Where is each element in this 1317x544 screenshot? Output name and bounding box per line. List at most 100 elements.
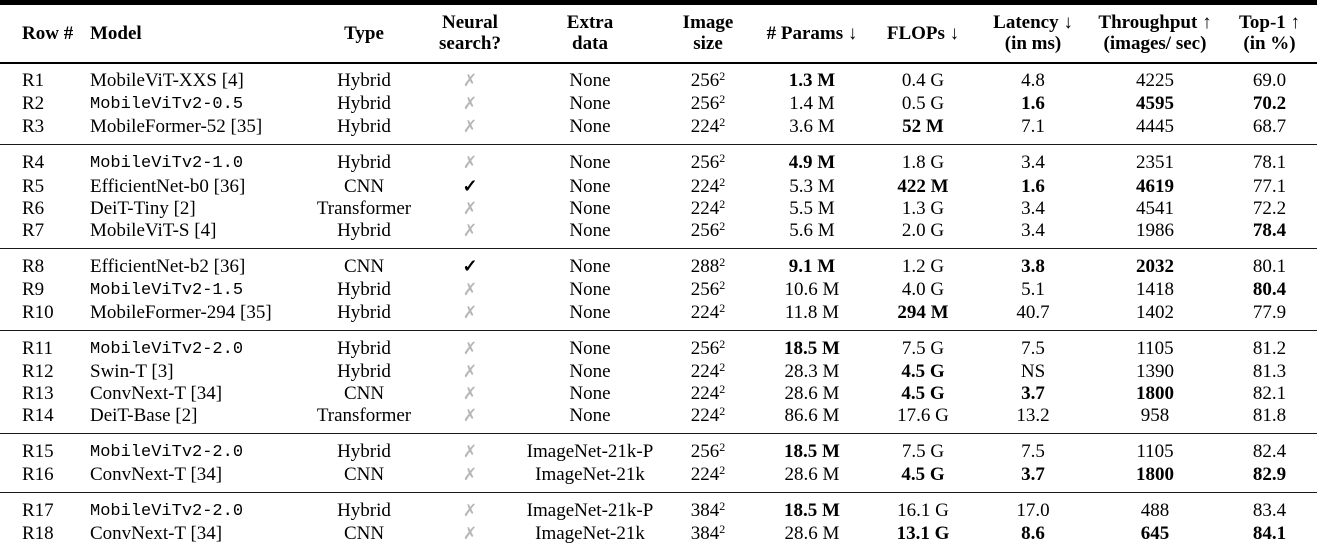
cell-extra-data: ImageNet-21k-P [526, 441, 654, 462]
cell-row-id: R3 [22, 116, 45, 137]
image-size-base: 224 [690, 302, 720, 323]
table-row: R15 MobileViTv2-2.0 Hybrid ✗ ImageNet-21k-P 2… [0, 434, 1317, 465]
cell-throughput: 2351 [1136, 152, 1174, 173]
cell-type: Hybrid [337, 279, 391, 300]
cell-image-size: 2562 [660, 63, 756, 92]
image-size-exponent: 2 [719, 151, 726, 165]
cell-extra-data: None [569, 302, 611, 323]
cell-row-id: R15 [22, 441, 54, 462]
cell-row-id: R10 [22, 302, 54, 323]
image-size-exponent: 2 [719, 219, 726, 233]
table-row: R16 ConvNext-T [34] CNN ✗ ImageNet-21k 2242 28… [0, 464, 1317, 493]
model-name: ConvNext-T [34] [90, 383, 223, 404]
col-header-throughput: Throughput ↑ (images/ sec) [1088, 2, 1222, 64]
table-row: R3 MobileFormer-52 [35] Hybrid ✗ None 2242 3.6… [0, 116, 1317, 145]
cell-model: MobileViTv2-1.5 [70, 278, 308, 302]
cell-model: Swin-T [3] [70, 361, 308, 383]
cell-extra-data: None [569, 116, 611, 137]
cell-neural-search: ✗ [420, 145, 520, 176]
cell-flops: 17.6 G [897, 405, 949, 426]
cell-extra-data: None [569, 255, 611, 277]
cell-flops: 294 M [897, 302, 949, 323]
cell-top1: 69.0 [1252, 70, 1287, 91]
cell-model: DeiT-Base [2] [70, 405, 308, 434]
cell-params: 10.6 M [784, 279, 840, 300]
cell-top1: 82.4 [1252, 441, 1287, 462]
col-header-line: size [693, 33, 723, 54]
cell-type: Hybrid [337, 70, 391, 91]
image-size-base: 224 [690, 175, 720, 197]
cell-model: MobileViT-XXS [4] [70, 63, 308, 92]
cell-extra-data: None [569, 405, 611, 426]
cell-latency: 7.5 [1021, 441, 1045, 462]
cell-neural-search: ✗ [420, 523, 520, 544]
cell-neural-search: ✗ [420, 383, 520, 405]
cell-type: Hybrid [337, 93, 391, 114]
col-header-line: Image [682, 12, 734, 33]
cell-flops: 4.0 G [901, 279, 945, 300]
cell-type: CNN [343, 383, 385, 404]
model-name: MobileViTv2-0.5 [90, 95, 244, 114]
image-size-exponent: 2 [719, 463, 726, 477]
table-row: R18 ConvNext-T [34] CNN ✗ ImageNet-21k 3842 28… [0, 523, 1317, 544]
image-size-base: 256 [690, 338, 720, 359]
cell-latency: 40.7 [1016, 302, 1050, 323]
cell-top1: 78.1 [1252, 152, 1287, 173]
model-name: MobileViTv2-1.5 [90, 281, 244, 300]
cell-latency: 1.6 [1021, 175, 1045, 197]
cell-neural-search: ✗ [420, 405, 520, 434]
cell-throughput: 4619 [1136, 175, 1174, 197]
cell-params: 18.5 M [784, 500, 840, 521]
cell-latency: 3.4 [1021, 198, 1045, 219]
cell-row-id: R2 [22, 93, 45, 114]
image-size-exponent: 2 [719, 404, 726, 418]
image-size-base: 224 [690, 383, 720, 404]
cell-top1: 80.1 [1252, 255, 1287, 277]
cell-type: Transformer [316, 198, 412, 219]
cell-neural-search: ✗ [420, 302, 520, 331]
model-name: MobileViTv2-2.0 [90, 502, 244, 521]
cell-throughput: 4541 [1136, 198, 1174, 219]
col-header-model: Model [70, 2, 308, 64]
table-row: R7 MobileViT-S [4] Hybrid ✗ None 2562 5.6 M 2.0… [0, 220, 1317, 249]
cell-top1: 78.4 [1252, 220, 1287, 241]
cell-params: 9.1 M [788, 255, 836, 277]
cell-latency: 3.7 [1021, 383, 1045, 404]
row-group-2: R4 MobileViTv2-1.0 Hybrid ✗ None 2562 4.9 M 1.8… [0, 144, 1317, 249]
cell-model: MobileViTv2-0.5 [70, 92, 308, 116]
cell-params: 28.6 M [784, 383, 840, 404]
table-row: R14 DeiT-Base [2] Transformer ✗ None 2242 86.6… [0, 405, 1317, 434]
cell-type: Hybrid [337, 441, 391, 462]
cell-throughput: 1105 [1136, 338, 1174, 359]
cell-top1: 77.1 [1252, 175, 1287, 197]
cell-neural-search: ✗ [420, 63, 520, 92]
cell-neural-search: ✗ [420, 278, 520, 302]
cell-model: ConvNext-T [34] [70, 523, 308, 544]
cell-type: Hybrid [337, 500, 391, 521]
cell-throughput: 1105 [1136, 441, 1174, 462]
cell-neural-search: ✓ [420, 175, 520, 198]
cell-params: 5.5 M [789, 198, 835, 219]
cross-icon: ✗ [462, 117, 478, 136]
model-name: MobileFormer-52 [35] [90, 116, 263, 137]
cell-neural-search: ✗ [420, 361, 520, 383]
model-name: MobileViTv2-2.0 [90, 340, 244, 359]
col-header-line: (in ms) [1004, 33, 1062, 54]
cell-type: CNN [343, 523, 385, 544]
cell-latency: 7.1 [1021, 116, 1045, 137]
image-size-base: 288 [690, 255, 720, 277]
cell-flops: 2.0 G [901, 220, 945, 241]
cell-flops: 0.5 G [901, 93, 945, 114]
cell-model: MobileFormer-294 [35] [70, 302, 308, 331]
cell-image-size: 2562 [660, 434, 756, 465]
cell-neural-search: ✗ [420, 92, 520, 116]
cell-row-id: R4 [22, 152, 45, 173]
cell-params: 5.6 M [789, 220, 835, 241]
image-size-base: 224 [690, 405, 720, 426]
cross-icon: ✗ [462, 280, 478, 299]
cell-model: MobileViTv2-2.0 [70, 331, 308, 362]
cross-icon: ✗ [462, 71, 478, 90]
cell-image-size: 2242 [660, 383, 756, 405]
